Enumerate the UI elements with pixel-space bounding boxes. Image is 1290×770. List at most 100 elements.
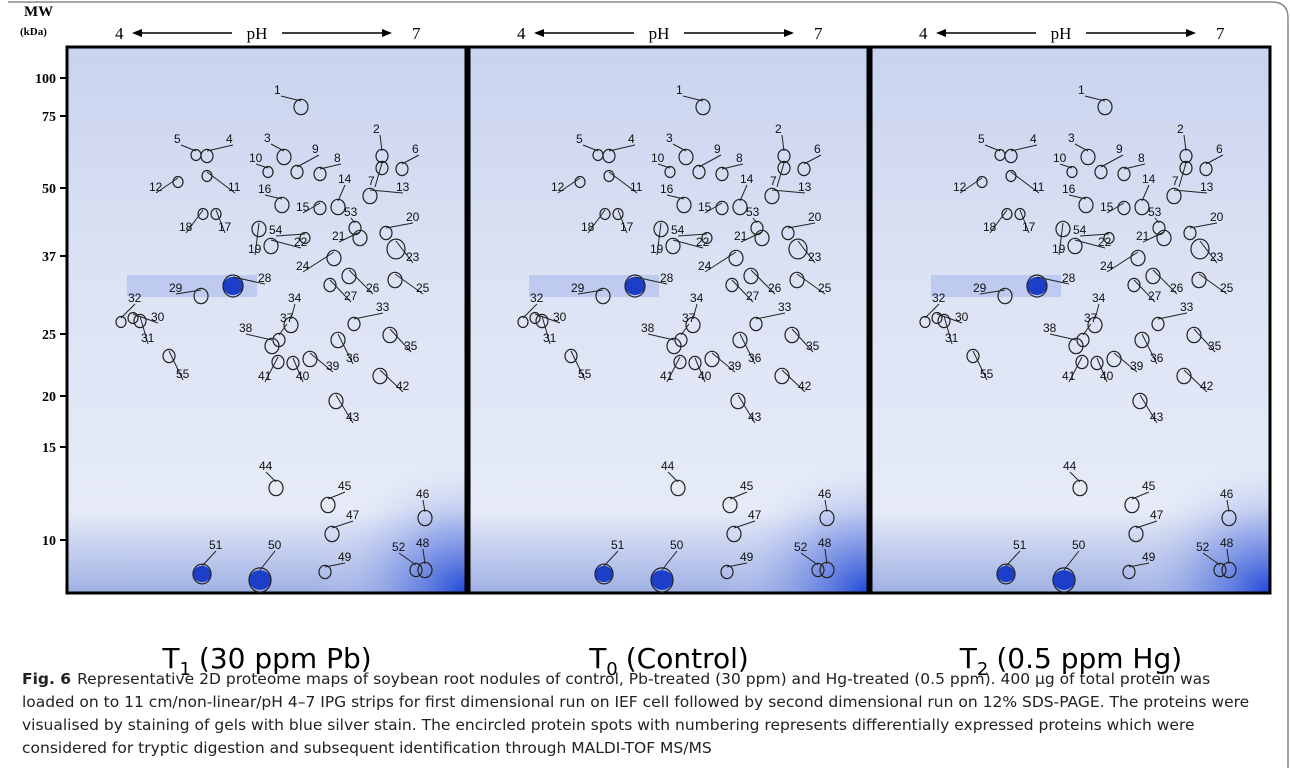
spot-label: 8 [1138, 151, 1145, 165]
spot-label: 17 [218, 220, 232, 234]
spot-label: 20 [406, 210, 420, 224]
spot-label: 50 [1072, 538, 1086, 552]
spot-label: 54 [671, 223, 685, 237]
ph-arrow-head [534, 29, 544, 37]
spot-label: 2 [373, 122, 380, 136]
spot-label: 7 [770, 174, 777, 188]
spot-label: 15 [296, 200, 310, 214]
spot-stain [651, 570, 673, 590]
ph-left: 4 [919, 24, 928, 43]
ph-arrow-head [132, 29, 142, 37]
spot-label: 39 [1130, 359, 1144, 373]
ph-arrow-head [1186, 29, 1196, 37]
spot-label: 18 [179, 220, 193, 234]
spot-label: 5 [978, 132, 985, 146]
spot-label: 44 [1063, 459, 1077, 473]
spot-label: 27 [1148, 289, 1162, 303]
spot-label: 26 [768, 281, 782, 295]
spot-label: 32 [530, 291, 544, 305]
spot-label: 27 [746, 289, 760, 303]
spot-label: 23 [1210, 250, 1224, 264]
mw-tick-label: 100 [35, 72, 56, 87]
spot-label: 7 [1172, 174, 1179, 188]
spot-label: 9 [1116, 142, 1123, 156]
spot-label: 3 [264, 131, 271, 145]
spot-label: 21 [1136, 229, 1150, 243]
mw-tick-label: 75 [42, 110, 56, 125]
spot-stain [223, 277, 243, 295]
spot-label: 41 [1062, 369, 1076, 383]
spot-label: 52 [794, 540, 808, 554]
spot-label: 2 [1177, 122, 1184, 136]
spot-label: 3 [666, 131, 673, 145]
ph-label: pH [1051, 24, 1072, 43]
spot-label: 9 [312, 142, 319, 156]
ph-right: 7 [412, 24, 421, 43]
spot-label: 38 [641, 321, 655, 335]
spot-label: 24 [296, 259, 310, 273]
spot-label: 47 [346, 508, 360, 522]
spot-label: 39 [728, 359, 742, 373]
spot-label: 35 [404, 339, 418, 353]
ph-arrow-head [382, 29, 392, 37]
spot-label: 51 [611, 538, 625, 552]
spot-label: 46 [818, 487, 832, 501]
spot-label: 49 [338, 550, 352, 564]
caption-text: Representative 2D proteome maps of soybe… [22, 670, 1249, 757]
spot-label: 48 [416, 536, 430, 550]
spot-label: 51 [209, 538, 223, 552]
spot-label: 7 [368, 174, 375, 188]
spot-label: 16 [258, 182, 272, 196]
spot-label: 51 [1013, 538, 1027, 552]
spot-label: 34 [288, 291, 302, 305]
spot-label: 36 [1150, 351, 1164, 365]
spot-label: 21 [734, 229, 748, 243]
mw-tick-label: 15 [42, 441, 56, 456]
spot-label: 36 [748, 351, 762, 365]
spot-label: 4 [628, 132, 635, 146]
spot-label: 42 [396, 379, 410, 393]
spot-label: 1 [1078, 83, 1085, 97]
spot-label: 40 [1100, 369, 1114, 383]
spot-label: 34 [690, 291, 704, 305]
spot-label: 31 [945, 331, 959, 345]
spot-label: 17 [620, 220, 634, 234]
spot-stain [193, 566, 211, 582]
spot-label: 55 [176, 367, 190, 381]
spot-label: 33 [376, 300, 390, 314]
spot-label: 41 [258, 369, 272, 383]
spot-label: 45 [740, 479, 754, 493]
spot-label: 21 [332, 229, 346, 243]
spot-label: 5 [576, 132, 583, 146]
caption-label: Fig. 6 [22, 670, 71, 688]
spot-label: 53 [746, 205, 760, 219]
ph-arrow-head [784, 29, 794, 37]
spot-label: 46 [1220, 487, 1234, 501]
spot-label: 52 [392, 540, 406, 554]
spot-label: 6 [814, 142, 821, 156]
spot-label: 15 [698, 200, 712, 214]
ph-label: pH [649, 24, 670, 43]
ph-right: 7 [814, 24, 823, 43]
spot-label: 42 [798, 379, 812, 393]
spot-label: 9 [714, 142, 721, 156]
spot-label: 1 [676, 83, 683, 97]
spot-label: 16 [1062, 182, 1076, 196]
spot-label: 13 [1200, 180, 1214, 194]
spot-label: 47 [748, 508, 762, 522]
spot-label: 43 [1150, 410, 1164, 424]
spot-label: 16 [660, 182, 674, 196]
spot-label: 12 [953, 180, 967, 194]
spot-label: 6 [412, 142, 419, 156]
spot-label: 38 [1043, 321, 1057, 335]
spot-label: 25 [1220, 281, 1234, 295]
spot-label: 3 [1068, 131, 1075, 145]
spot-label: 11 [630, 180, 643, 194]
spot-label: 47 [1150, 508, 1164, 522]
spot-label: 11 [1032, 180, 1045, 194]
spot-label: 27 [344, 289, 358, 303]
spot-label: 32 [128, 291, 142, 305]
ph-arrow-head [936, 29, 946, 37]
spot-label: 52 [1196, 540, 1210, 554]
